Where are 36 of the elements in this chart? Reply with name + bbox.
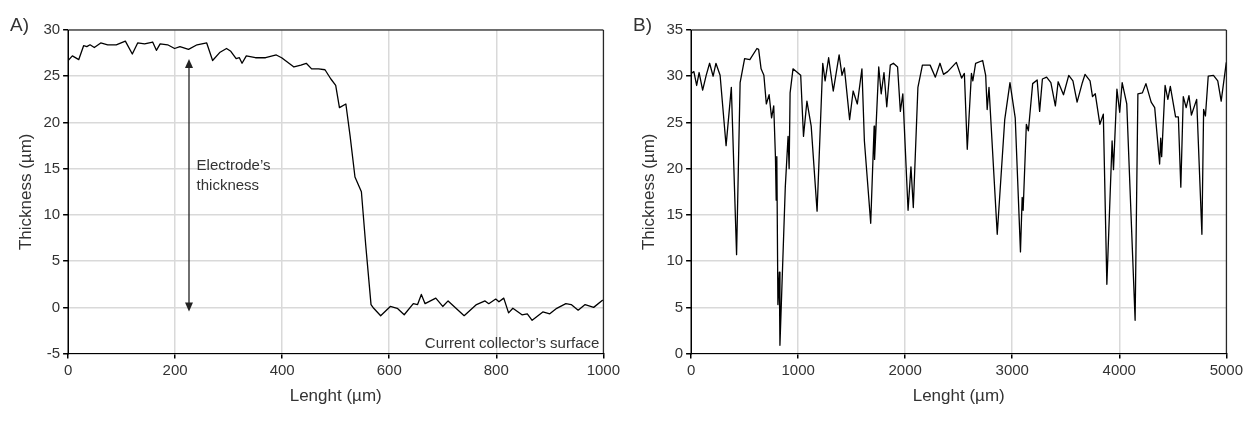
y-tick-label: 20	[666, 158, 684, 176]
x-tick-label: 3000	[995, 360, 1029, 378]
x-tick-label: 600	[376, 360, 402, 378]
y-tick-label: 10	[666, 251, 684, 269]
y-tick-label: 35	[666, 20, 684, 38]
x-tick-label: 1000	[586, 360, 620, 378]
x-tick-label: 400	[269, 360, 295, 378]
y-tick-label: 0	[51, 297, 61, 315]
y-tick-label: 15	[666, 205, 684, 223]
x-tick-label: 0	[63, 360, 73, 378]
annotation: Electrode’s thickness	[196, 155, 271, 193]
y-tick-label: 25	[666, 112, 684, 130]
chart-title: A)	[10, 13, 29, 35]
y-tick-label: 30	[43, 20, 61, 38]
x-tick-label: 2000	[888, 360, 922, 378]
y-axis-title: Thickness (µm)	[638, 133, 658, 251]
y-tick-label: 5	[674, 297, 684, 315]
y-axis-title: Thickness (µm)	[15, 133, 35, 251]
x-tick-label: 800	[483, 360, 509, 378]
y-tick-label: 30	[666, 66, 684, 84]
y-tick-label: 10	[43, 205, 61, 223]
y-tick-label: 20	[43, 112, 61, 130]
y-tick-label: 25	[43, 66, 61, 84]
y-tick-label: 5	[51, 251, 61, 269]
x-tick-label: 1000	[781, 360, 815, 378]
y-tick-label: -5	[46, 343, 61, 361]
annotation: Current collector’s surface	[424, 333, 600, 351]
x-tick-label: 4000	[1102, 360, 1136, 378]
x-tick-label: 0	[686, 360, 696, 378]
y-tick-label: 0	[674, 343, 684, 361]
y-tick-label: 15	[43, 158, 61, 176]
x-axis-title: Lenght (µm)	[912, 386, 1005, 406]
x-tick-label: 5000	[1209, 360, 1243, 378]
x-axis-title: Lenght (µm)	[289, 386, 382, 406]
x-tick-label: 200	[162, 360, 188, 378]
chart-title: B)	[633, 13, 652, 35]
